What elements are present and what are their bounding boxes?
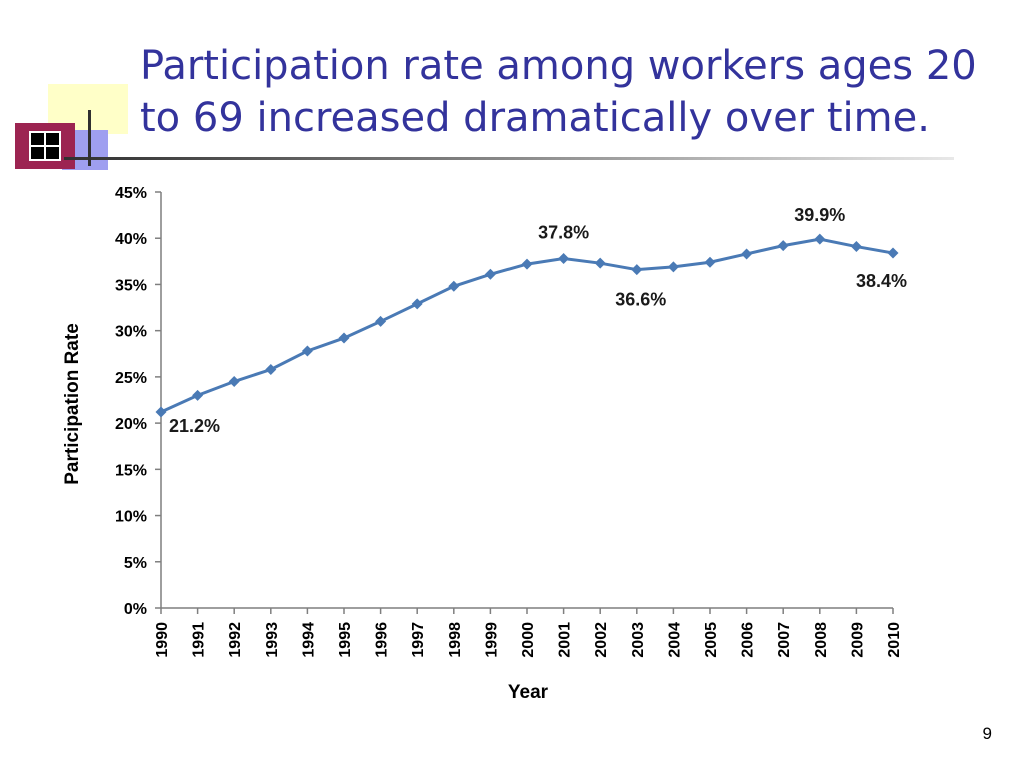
data-point [667, 261, 679, 273]
data-point [301, 345, 313, 357]
data-point [192, 389, 204, 401]
y-tick-label: 15% [115, 462, 147, 479]
x-tick-label: 2004 [666, 622, 683, 658]
x-tick-label: 1995 [337, 622, 354, 658]
data-point [155, 406, 167, 418]
slide-title: Participation rate among workers ages 20… [140, 43, 977, 141]
x-tick-label: 2003 [630, 622, 647, 658]
x-tick-label: 2006 [740, 622, 757, 658]
y-tick-label: 35% [115, 277, 147, 294]
data-label: 39.9% [794, 205, 845, 225]
y-tick-label: 5% [124, 555, 147, 572]
x-tick-label: 1993 [264, 622, 281, 658]
data-label: 21.2% [169, 416, 220, 436]
data-label: 38.4% [856, 271, 907, 291]
data-point [448, 280, 460, 292]
decor-vertical-line [88, 110, 91, 166]
x-tick-label: 1998 [447, 622, 464, 658]
data-point [558, 253, 570, 265]
x-tick-label: 2000 [520, 622, 537, 658]
data-point [411, 298, 423, 310]
x-tick-label: 2008 [813, 622, 830, 658]
data-point [850, 241, 862, 253]
data-point [338, 332, 350, 344]
data-point [631, 264, 643, 276]
x-tick-label: 2005 [703, 622, 720, 658]
x-tick-label: 1997 [410, 622, 427, 658]
data-point [741, 248, 753, 260]
data-point [375, 315, 387, 327]
x-tick-label: 2001 [557, 622, 574, 658]
data-point [704, 256, 716, 268]
y-tick-label: 25% [115, 370, 147, 387]
title-underline [64, 157, 954, 160]
decor-maroon-square [15, 123, 75, 169]
y-tick-label: 30% [115, 324, 147, 341]
data-point [228, 376, 240, 388]
x-tick-label: 1999 [483, 622, 500, 658]
y-axis-label: Participation Rate [62, 323, 83, 485]
x-tick-label: 2007 [776, 622, 793, 658]
page-number: 9 [982, 724, 992, 743]
y-tick-label: 0% [124, 601, 147, 618]
data-point [484, 268, 496, 280]
y-tick-label: 40% [115, 231, 147, 248]
data-point [521, 258, 533, 270]
grid-icon [29, 131, 61, 161]
data-point [777, 240, 789, 252]
x-tick-label: 2010 [886, 622, 903, 658]
data-label: 37.8% [538, 223, 589, 243]
x-tick-label: 2009 [849, 622, 866, 658]
x-tick-label: 1991 [191, 622, 208, 658]
x-tick-label: 1990 [154, 622, 171, 658]
x-tick-label: 1996 [374, 622, 391, 658]
data-point [814, 233, 826, 245]
x-axis-label: Year [508, 682, 549, 703]
y-tick-label: 20% [115, 416, 147, 433]
y-tick-label: 45% [115, 185, 147, 202]
x-tick-label: 1992 [227, 622, 244, 658]
data-point [594, 257, 606, 269]
x-tick-label: 2002 [593, 622, 610, 658]
data-label: 36.6% [615, 290, 666, 310]
data-point [265, 363, 277, 375]
y-tick-label: 10% [115, 509, 147, 526]
x-tick-label: 1994 [300, 622, 317, 658]
data-point [887, 247, 899, 259]
